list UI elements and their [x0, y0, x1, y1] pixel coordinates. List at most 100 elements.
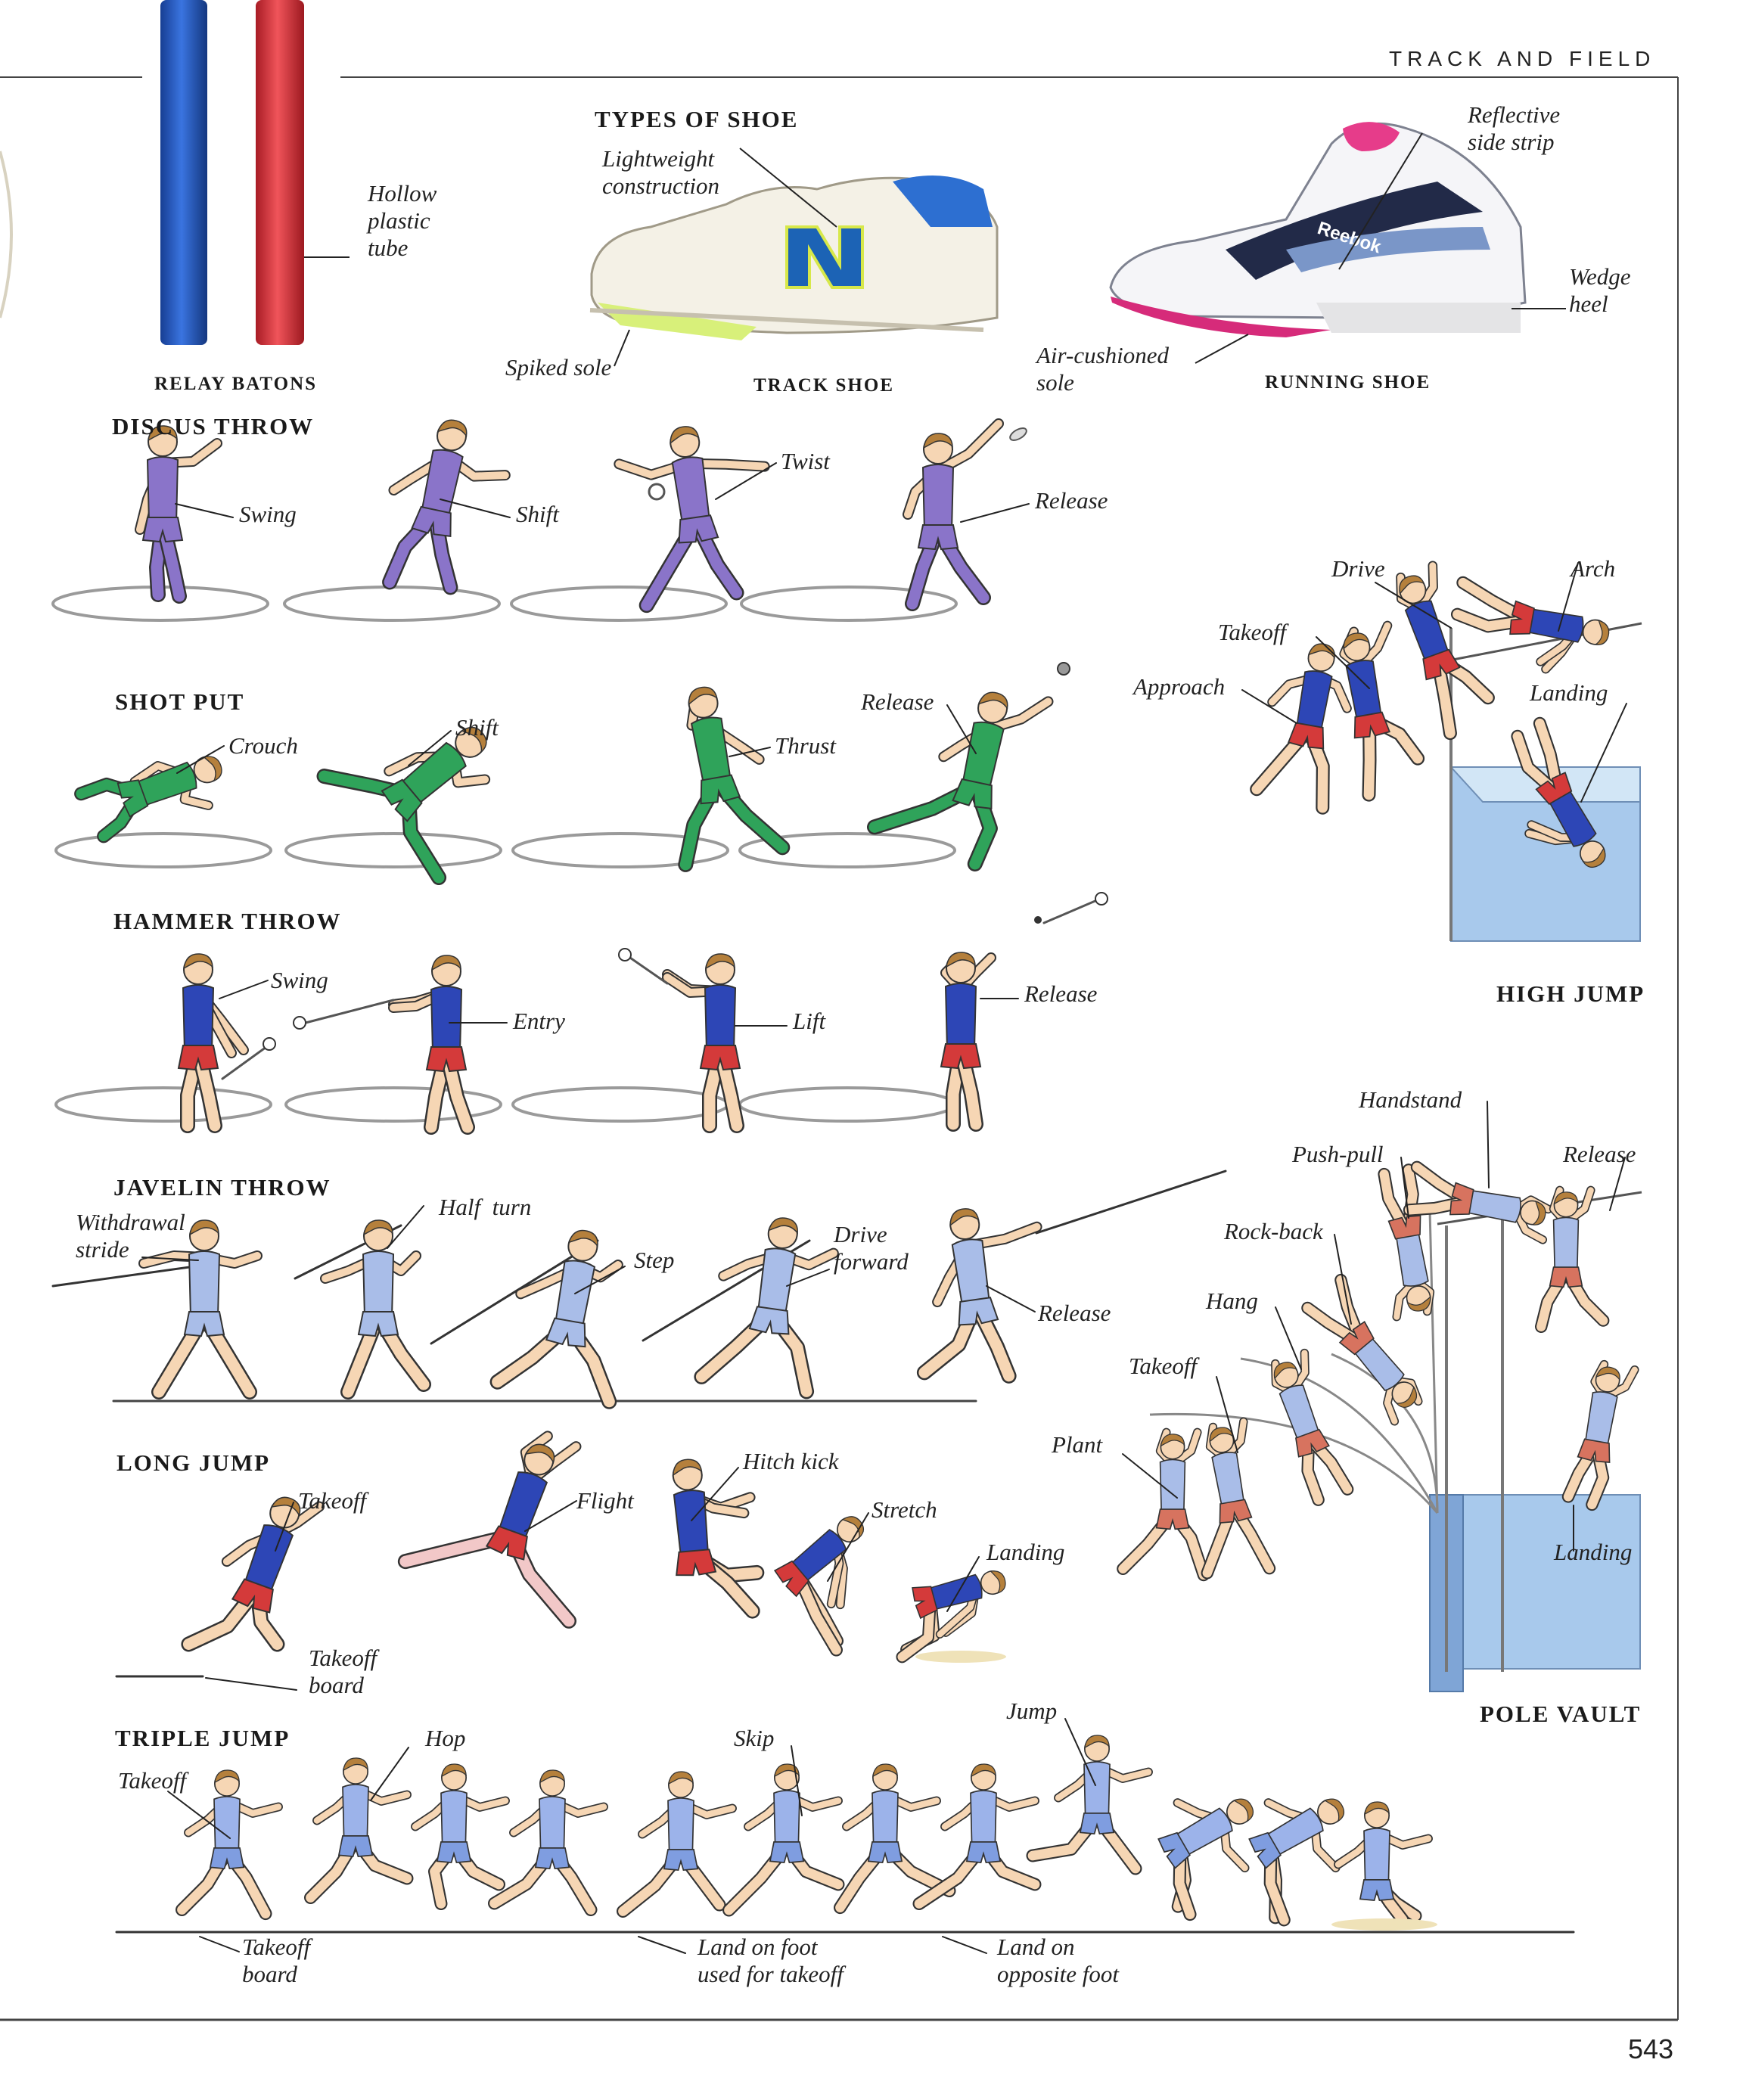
- shot-figure-thrust: [678, 686, 791, 872]
- high-jump-step-arch: Arch: [1571, 555, 1616, 582]
- triple-jump-figure-11: [1248, 1798, 1345, 1927]
- long-jump-figure-takeoff: [181, 1496, 325, 1652]
- long-jump-step-stretch: Stretch: [872, 1496, 937, 1523]
- long-jump-takeoff-board: Takeoff board: [309, 1645, 377, 1698]
- shot-figure-release: [866, 691, 1054, 871]
- shot-circle-2: [284, 832, 502, 868]
- long-jump-heading: LONG JUMP: [117, 1449, 271, 1476]
- shot-figure-crouch: [74, 756, 222, 843]
- pole-step-hang: Hang: [1206, 1288, 1258, 1314]
- discus-circle-3: [510, 586, 728, 622]
- hammer-figure-lift: [662, 953, 744, 1133]
- hammer-circle-3: [511, 1086, 729, 1123]
- high-jump-step-approach: Approach: [1133, 673, 1226, 700]
- label-lightweight-construction: Lightweight construction: [602, 145, 719, 199]
- hammer-step-release: Release: [1024, 980, 1098, 1007]
- label-hollow-tube: Hollow plastic tube: [368, 180, 437, 261]
- long-jump-figure-landing: [896, 1570, 1006, 1664]
- pole-step-plant: Plant: [1052, 1431, 1103, 1458]
- long-jump-figure-hitch: [672, 1459, 765, 1619]
- hammer-figure-release: [940, 952, 996, 1132]
- long-jump-sandpit: [915, 1651, 1006, 1663]
- pole-step-landing: Landing: [1554, 1539, 1633, 1565]
- pole-vault-figure-1: [1117, 1427, 1210, 1582]
- triple-jump-heading: TRIPLE JUMP: [115, 1725, 290, 1751]
- track-shoe-caption: TRACK SHOE: [753, 375, 895, 396]
- label-spiked-sole: Spiked sole: [505, 354, 612, 381]
- shot-figure-shift: [316, 726, 491, 885]
- javelin-step-drive-forward: Drive forward: [834, 1221, 909, 1275]
- triple-jump-figure-6: [722, 1763, 845, 1917]
- discus-circle-4: [740, 586, 958, 622]
- pole-vault-figure-6: [1403, 1160, 1553, 1244]
- label-wedge-heel: Wedge heel: [1569, 263, 1631, 317]
- javelin-figure-drive: [694, 1217, 839, 1399]
- javelin-step-half-turn: Half turn: [439, 1194, 532, 1220]
- pole-step-handstand: Handstand: [1359, 1086, 1462, 1113]
- hammer-throw-heading: HAMMER THROW: [113, 908, 342, 934]
- triple-jump-figure-1: [175, 1769, 283, 1921]
- triple-step-skip: Skip: [734, 1725, 775, 1751]
- triple-jump-figure-5: [616, 1771, 737, 1918]
- hammer-figure-swing: [177, 953, 249, 1133]
- triple-takeoff-board: Takeoff board: [242, 1934, 311, 1987]
- pole-step-rock-back: Rock-back: [1224, 1218, 1323, 1244]
- discus-figure-release: [903, 418, 1004, 611]
- triple-jump-figure-12: [1334, 1801, 1433, 1927]
- pole-step-release: Release: [1563, 1141, 1636, 1167]
- discus-circle-2: [283, 586, 501, 622]
- high-jump-figure-arch: [1450, 576, 1610, 674]
- triple-jump-figure-8: [912, 1763, 1042, 1911]
- javelin-step-withdrawal: Withdrawal stride: [76, 1209, 185, 1263]
- pole-vault-figure-7: [1535, 1185, 1610, 1333]
- label-air-cushioned-sole: Air-cushioned sole: [1036, 342, 1170, 396]
- high-jump-figure-landing: [1511, 716, 1606, 868]
- hammer-ball-3: [618, 948, 632, 961]
- shot-put-heading: SHOT PUT: [115, 688, 245, 715]
- triple-jump-figure-7: [833, 1763, 956, 1915]
- long-jump-figure-stretch: [773, 1516, 865, 1657]
- pole-vault-figure-3: [1271, 1348, 1354, 1506]
- hammer-circle-4: [738, 1086, 956, 1123]
- shot-circle-4: [738, 832, 956, 868]
- discus-step-swing: Swing: [239, 501, 297, 527]
- triple-jump-sandpit: [1331, 1918, 1437, 1931]
- pole-step-push-pull: Push-pull: [1292, 1141, 1384, 1167]
- shot-step-thrust: Thrust: [775, 732, 836, 759]
- long-jump-step-flight: Flight: [576, 1487, 634, 1514]
- relay-batons-caption: RELAY BATONS: [154, 374, 318, 394]
- pole-vault-heading: POLE VAULT: [1480, 1701, 1642, 1727]
- triple-jump-figure-9: [1026, 1735, 1153, 1875]
- shot-circle-1: [54, 832, 272, 868]
- high-jump-heading: HIGH JUMP: [1496, 980, 1645, 1007]
- pole-vault-pole-vertical: [1428, 1210, 1439, 1514]
- long-jump-step-landing: Landing: [986, 1539, 1065, 1565]
- high-jump-step-drive: Drive: [1331, 555, 1385, 582]
- hammer-ball-release: [1095, 892, 1108, 906]
- discus-figure-twist: [614, 426, 770, 614]
- triple-jump-figure-4: [487, 1769, 608, 1917]
- triple-jump-figure-2: [303, 1757, 414, 1905]
- high-jump-figure-approach: [1250, 643, 1352, 815]
- discus-figure-swing: [135, 425, 222, 604]
- triple-land-takeoff-foot: Land on foot used for takeoff: [698, 1934, 844, 1987]
- pole-vault-figure-8: [1561, 1359, 1639, 1511]
- long-jump-step-hitch-kick: Hitch kick: [743, 1448, 839, 1474]
- discus-throw-heading: DISCUS THROW: [112, 413, 315, 440]
- red-baton: [256, 0, 304, 345]
- shoe-types-heading: TYPES OF SHOE: [595, 106, 799, 132]
- javelin-figure-release: [916, 1208, 1042, 1384]
- discus-disc-release: [1009, 427, 1027, 441]
- discus-step-release: Release: [1035, 487, 1108, 514]
- shot-circle-3: [511, 832, 729, 868]
- long-jump-step-takeoff: Takeoff: [298, 1487, 367, 1514]
- running-shoe-caption: RUNNING SHOE: [1265, 372, 1431, 393]
- javelin-step-release: Release: [1038, 1300, 1111, 1326]
- long-jump-figure-flight: [397, 1431, 582, 1629]
- shot-step-release: Release: [861, 688, 934, 715]
- high-jump-figure-drive: [1396, 561, 1495, 741]
- label-reflective-strip: Reflective side strip: [1468, 101, 1561, 155]
- pole-vault-figure-4: [1301, 1273, 1423, 1426]
